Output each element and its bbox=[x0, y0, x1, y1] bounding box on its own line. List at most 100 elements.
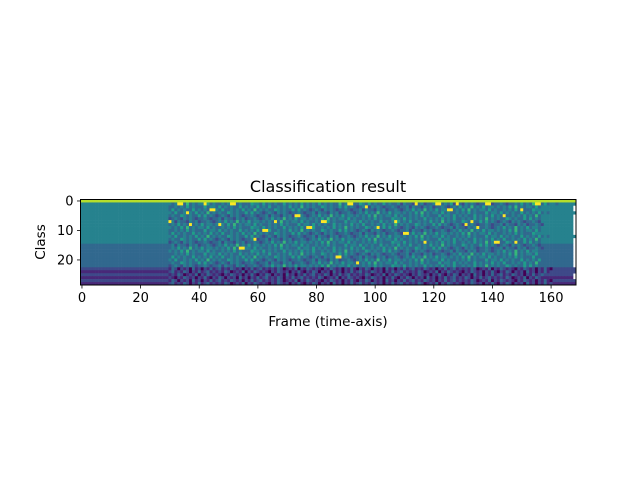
heatmap-cell bbox=[285, 240, 289, 245]
heatmap-cell bbox=[115, 267, 119, 271]
heatmap-cell bbox=[250, 205, 254, 209]
heatmap-cell bbox=[341, 199, 345, 203]
heatmap-cell bbox=[373, 228, 377, 233]
heatmap-cell bbox=[361, 246, 366, 250]
heatmap-cell bbox=[359, 267, 363, 271]
heatmap-cell bbox=[388, 276, 392, 280]
heatmap-cell bbox=[444, 261, 448, 265]
heatmap-cell bbox=[452, 270, 457, 274]
heatmap-cell bbox=[323, 208, 328, 212]
heatmap-cell bbox=[227, 276, 231, 280]
heatmap-cell bbox=[564, 261, 568, 265]
heatmap-cell bbox=[136, 252, 140, 256]
heatmap-cell bbox=[83, 243, 87, 247]
heatmap-cell bbox=[317, 231, 322, 236]
heatmap-cell bbox=[177, 249, 181, 253]
heatmap-cell bbox=[285, 282, 289, 286]
heatmap-cell bbox=[350, 211, 354, 215]
heatmap-cell bbox=[508, 243, 512, 247]
heatmap-cell bbox=[218, 279, 222, 283]
heatmap-cell bbox=[479, 246, 483, 250]
heatmap-cell bbox=[312, 249, 316, 253]
heatmap-cell bbox=[564, 273, 568, 277]
heatmap-cell bbox=[420, 252, 424, 256]
heatmap-cell bbox=[224, 255, 228, 259]
heatmap-cell bbox=[136, 261, 140, 265]
heatmap-cell bbox=[315, 243, 319, 247]
heatmap-cell bbox=[203, 217, 207, 221]
heatmap-cell bbox=[127, 279, 131, 283]
heatmap-cell bbox=[121, 267, 125, 271]
heatmap-cell bbox=[253, 240, 257, 245]
heatmap-cell bbox=[294, 252, 298, 256]
heatmap-cell bbox=[274, 258, 278, 262]
heatmap-cell bbox=[153, 273, 158, 277]
heatmap-cell bbox=[306, 211, 310, 215]
heatmap-cell bbox=[526, 249, 530, 253]
heatmap-cell bbox=[291, 264, 295, 268]
heatmap-cell bbox=[508, 220, 512, 224]
heatmap-cell bbox=[329, 264, 333, 268]
heatmap-cell bbox=[373, 234, 377, 239]
heatmap-cell bbox=[534, 237, 539, 242]
heatmap-cell bbox=[461, 228, 465, 233]
heatmap-cell bbox=[567, 237, 571, 242]
heatmap-cell bbox=[118, 270, 122, 274]
x-tick-label: 0 bbox=[78, 291, 86, 306]
heatmap-cell bbox=[394, 199, 398, 203]
heatmap-cell bbox=[186, 240, 190, 245]
heatmap-cell bbox=[573, 282, 577, 286]
heatmap-cell bbox=[526, 270, 530, 274]
heatmap-cell bbox=[297, 246, 301, 250]
heatmap-cell bbox=[485, 208, 489, 212]
heatmap-cell bbox=[476, 223, 480, 227]
heatmap-cell bbox=[391, 243, 395, 247]
heatmap-cell bbox=[467, 246, 471, 250]
heatmap-cell bbox=[92, 226, 96, 230]
heatmap-cell bbox=[139, 240, 143, 245]
heatmap-cell bbox=[373, 237, 377, 242]
heatmap-cell bbox=[364, 237, 369, 242]
heatmap-cell bbox=[485, 258, 489, 262]
heatmap-cell bbox=[98, 261, 102, 265]
heatmap-cell bbox=[338, 199, 342, 203]
heatmap-cell bbox=[517, 226, 521, 230]
heatmap-cell bbox=[317, 228, 322, 233]
heatmap-cell bbox=[165, 258, 169, 262]
heatmap-cell bbox=[191, 220, 196, 224]
heatmap-cell bbox=[191, 252, 196, 256]
heatmap-cell bbox=[499, 264, 504, 268]
heatmap-cell bbox=[139, 223, 143, 227]
heatmap-cell bbox=[95, 231, 99, 236]
heatmap-cell bbox=[511, 223, 515, 227]
heatmap-cell bbox=[309, 246, 313, 250]
heatmap-cell bbox=[244, 199, 248, 203]
heatmap-cell bbox=[124, 237, 128, 242]
heatmap-cell bbox=[294, 246, 298, 250]
heatmap-cell bbox=[174, 264, 178, 268]
heatmap-cell bbox=[532, 202, 536, 206]
heatmap-cell bbox=[499, 282, 504, 286]
heatmap-cell bbox=[159, 279, 163, 283]
heatmap-cell bbox=[558, 276, 562, 280]
heatmap-cell bbox=[145, 220, 149, 224]
heatmap-cell bbox=[356, 255, 360, 259]
heatmap-cell bbox=[294, 231, 298, 236]
heatmap-cell bbox=[159, 267, 163, 271]
heatmap-cell bbox=[397, 205, 401, 209]
heatmap-cell bbox=[482, 226, 486, 230]
heatmap-cell bbox=[306, 208, 310, 212]
heatmap-cell bbox=[306, 252, 310, 256]
heatmap-cell bbox=[356, 234, 360, 239]
heatmap-cell bbox=[552, 273, 556, 277]
heatmap-cell bbox=[394, 276, 398, 280]
heatmap-cell bbox=[168, 237, 172, 242]
heatmap-cell bbox=[435, 246, 439, 250]
heatmap-cell bbox=[206, 223, 210, 227]
heatmap-cell bbox=[567, 279, 571, 283]
heatmap-cell bbox=[511, 237, 515, 242]
heatmap-cell bbox=[215, 276, 219, 280]
heatmap-cell bbox=[168, 246, 172, 250]
heatmap-cell bbox=[139, 273, 143, 277]
heatmap-cell bbox=[473, 264, 477, 268]
